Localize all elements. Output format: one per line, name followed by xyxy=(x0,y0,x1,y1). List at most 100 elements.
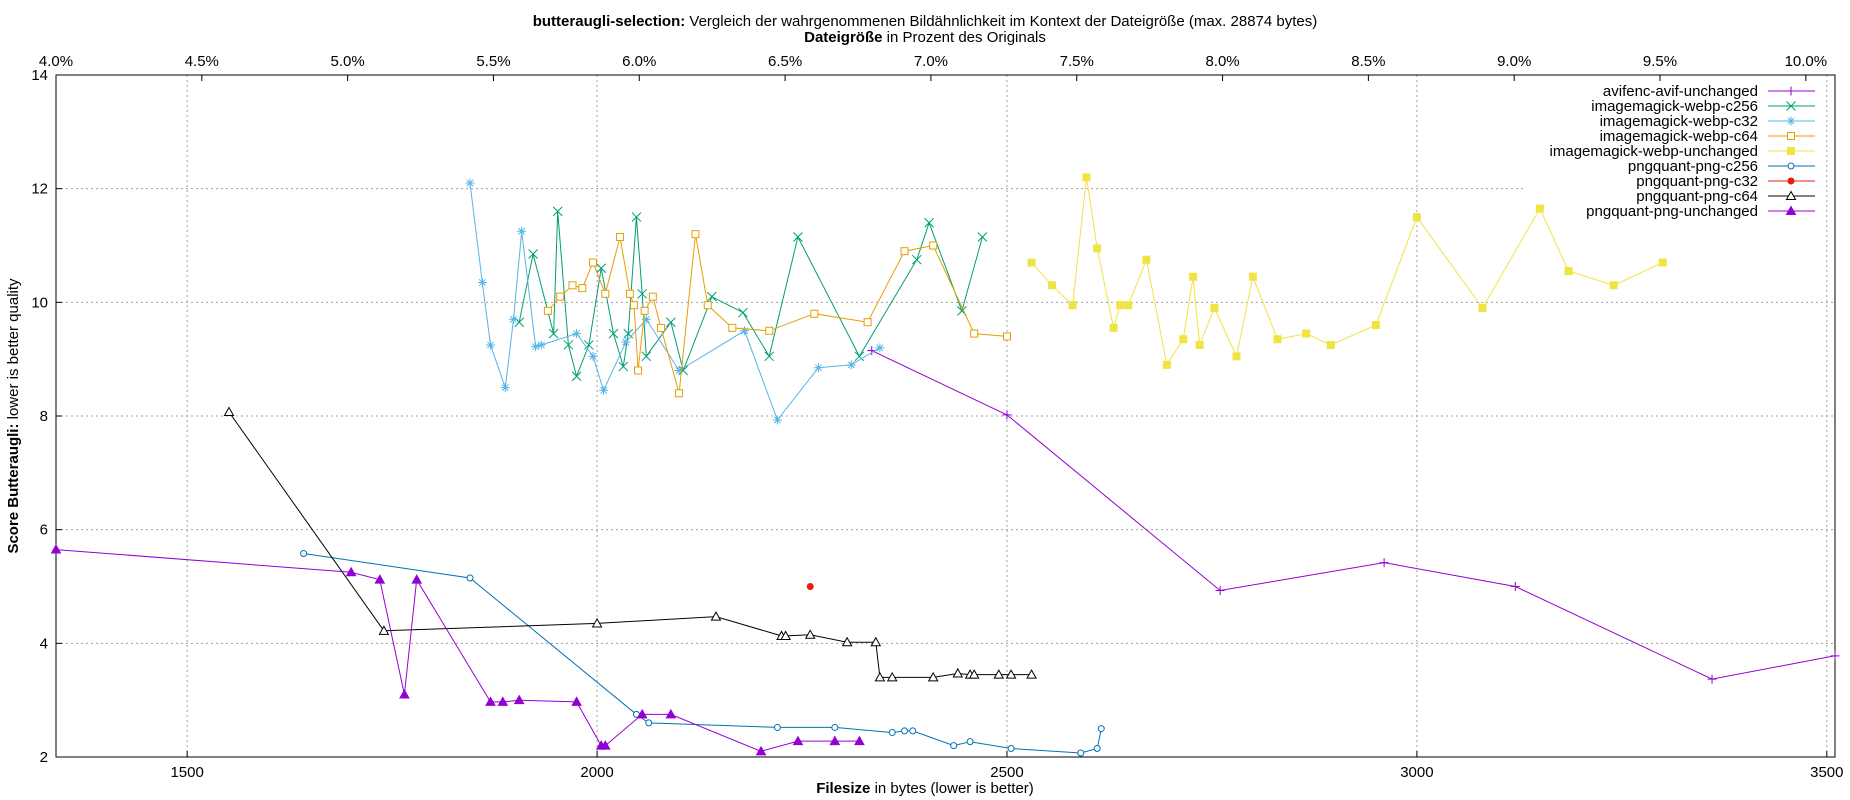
data-point xyxy=(1116,301,1125,310)
data-point xyxy=(854,351,865,362)
data-point xyxy=(773,723,781,731)
legend-label: pngquant-png-c256 xyxy=(1628,158,1758,175)
data-point xyxy=(599,740,611,750)
data-point xyxy=(1109,323,1118,332)
data-point xyxy=(1007,744,1015,752)
y-tick-label: 10 xyxy=(31,294,48,311)
data-point xyxy=(1786,116,1796,126)
series-line xyxy=(55,549,860,752)
data-point xyxy=(831,723,839,731)
data-point xyxy=(500,383,510,393)
data-point xyxy=(772,415,782,425)
data-point xyxy=(1510,582,1520,591)
y-tick-label: 6 xyxy=(40,522,48,539)
data-point xyxy=(870,636,882,647)
data-point xyxy=(50,544,62,554)
data-point xyxy=(710,611,722,621)
data-point xyxy=(621,337,631,347)
data-point xyxy=(1787,132,1795,140)
data-point xyxy=(552,206,563,217)
grid-lines xyxy=(56,75,1835,757)
data-point xyxy=(1002,332,1011,341)
legend-label: imagemagick-webp-unchanged xyxy=(1550,143,1758,160)
x-tick-label: 3000 xyxy=(1400,764,1433,781)
series-imagemagick-webp-c256 xyxy=(514,206,988,382)
data-point xyxy=(1093,744,1101,752)
data-point xyxy=(1026,669,1037,679)
data-point xyxy=(666,317,676,328)
data-point xyxy=(1658,258,1667,267)
data-point xyxy=(599,385,609,395)
legend-item: imagemagick-webp-c64 xyxy=(1600,128,1815,145)
data-point xyxy=(1787,162,1795,170)
legend-label: pngquant-png-c64 xyxy=(1636,188,1758,205)
data-point xyxy=(900,247,909,256)
series-line xyxy=(228,411,1032,678)
data-point xyxy=(399,688,410,699)
data-point xyxy=(486,340,496,350)
x2-tick-label: 8.5% xyxy=(1351,53,1385,70)
data-point xyxy=(466,574,474,582)
series-line xyxy=(1031,177,1664,367)
data-point xyxy=(1048,281,1057,290)
data-point xyxy=(634,366,643,375)
data-point xyxy=(927,671,939,682)
series-pngquant-png-c64 xyxy=(223,406,1037,682)
legend-item: imagemagick-webp-c32 xyxy=(1600,113,1815,130)
data-point xyxy=(1210,304,1219,313)
data-point xyxy=(556,292,565,301)
data-point xyxy=(531,342,541,352)
data-point xyxy=(1195,340,1204,349)
legend-item: pngquant-png-unchanged xyxy=(1586,203,1815,220)
legend-label: avifenc-avif-unchanged xyxy=(1603,83,1758,100)
data-point xyxy=(637,288,648,299)
data-point xyxy=(543,306,552,315)
legend-label: imagemagick-webp-c64 xyxy=(1600,128,1758,145)
y-tick-label: 8 xyxy=(40,408,48,425)
data-point xyxy=(616,232,625,241)
data-point xyxy=(1326,340,1335,349)
data-point xyxy=(645,719,653,727)
data-point xyxy=(641,314,651,324)
data-point xyxy=(588,351,598,361)
x-axis-label-bold: Filesize xyxy=(816,780,870,797)
data-point xyxy=(755,745,767,756)
series-line xyxy=(469,182,881,422)
data-point xyxy=(513,694,525,705)
x2-tick-label: 6.5% xyxy=(768,53,802,70)
data-point xyxy=(793,232,803,242)
data-point xyxy=(1785,205,1797,215)
data-point xyxy=(411,574,423,584)
data-point xyxy=(1093,244,1102,253)
data-point xyxy=(970,329,979,338)
chart-title: butteraugli-selection: Vergleich der wah… xyxy=(533,13,1318,30)
chart-title-rest: Vergleich der wahrgenommenen Bildähnlich… xyxy=(685,13,1317,30)
data-point xyxy=(1379,558,1389,568)
data-point xyxy=(571,696,582,706)
data-point xyxy=(1248,272,1257,281)
x2-axis-label: Dateigröße in Prozent des Originals xyxy=(804,29,1046,46)
x-tick-label: 3500 xyxy=(1810,764,1843,781)
data-point xyxy=(1609,281,1618,290)
data-point xyxy=(1564,267,1573,276)
x-tick-label: 1500 xyxy=(170,764,203,781)
data-point xyxy=(477,277,487,287)
series-pngquant-png-unchanged xyxy=(50,544,865,756)
series-imagemagick-webp-unchanged xyxy=(1027,173,1667,369)
y-axis-label-rest: lower is better quality xyxy=(5,278,22,424)
data-point xyxy=(911,254,922,265)
data-point xyxy=(909,727,917,735)
x2-tick-label: 8.0% xyxy=(1205,53,1239,70)
data-point xyxy=(1082,173,1091,182)
legend-label: imagemagick-webp-c32 xyxy=(1600,113,1758,130)
data-point xyxy=(780,630,791,640)
x2-tick-label: 4.5% xyxy=(185,53,219,70)
series-group xyxy=(50,173,1840,757)
data-point xyxy=(1371,321,1380,330)
data-point xyxy=(792,735,804,746)
data-point xyxy=(345,566,357,577)
x2-tick-label: 10.0% xyxy=(1785,53,1828,70)
data-point xyxy=(601,289,610,298)
data-point xyxy=(952,667,964,678)
